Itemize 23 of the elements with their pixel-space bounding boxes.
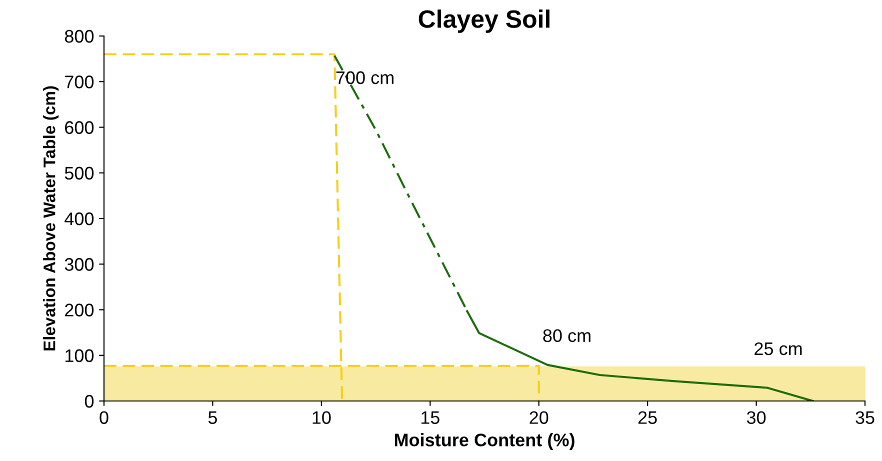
x-tick-label: 30: [746, 411, 766, 424]
x-tick-label: 10: [312, 411, 331, 424]
x-axis-title: Moisture Content (%): [394, 433, 574, 450]
x-tick-label: 5: [208, 411, 217, 424]
annotation: 80 cm: [543, 329, 590, 342]
x-tick-label: 35: [856, 411, 874, 424]
chart-title: Clayey Soil: [418, 10, 550, 33]
x-tick-label: 0: [100, 411, 108, 424]
y-tick-label: 800: [64, 30, 94, 43]
y-axis-title: Elevation Above Water Table (cm): [43, 86, 59, 350]
y-tick-label: 400: [64, 212, 94, 226]
y-tick-label: 700: [65, 76, 94, 88]
y-tick-label: 100: [66, 349, 94, 362]
x-tick-label: 20: [530, 411, 548, 424]
annotation: 700 cm: [336, 71, 394, 84]
y-tick-label: 500: [64, 166, 94, 180]
y-tick-label: 0: [84, 394, 94, 408]
annotation: 25 cm: [754, 342, 802, 356]
x-tick-label: 15: [421, 411, 440, 424]
x-tick-label: 25: [638, 411, 657, 424]
y-tick-label: 600: [65, 121, 94, 134]
y-tick-label: 200: [65, 304, 94, 316]
y-tick-label: 300: [64, 258, 94, 271]
